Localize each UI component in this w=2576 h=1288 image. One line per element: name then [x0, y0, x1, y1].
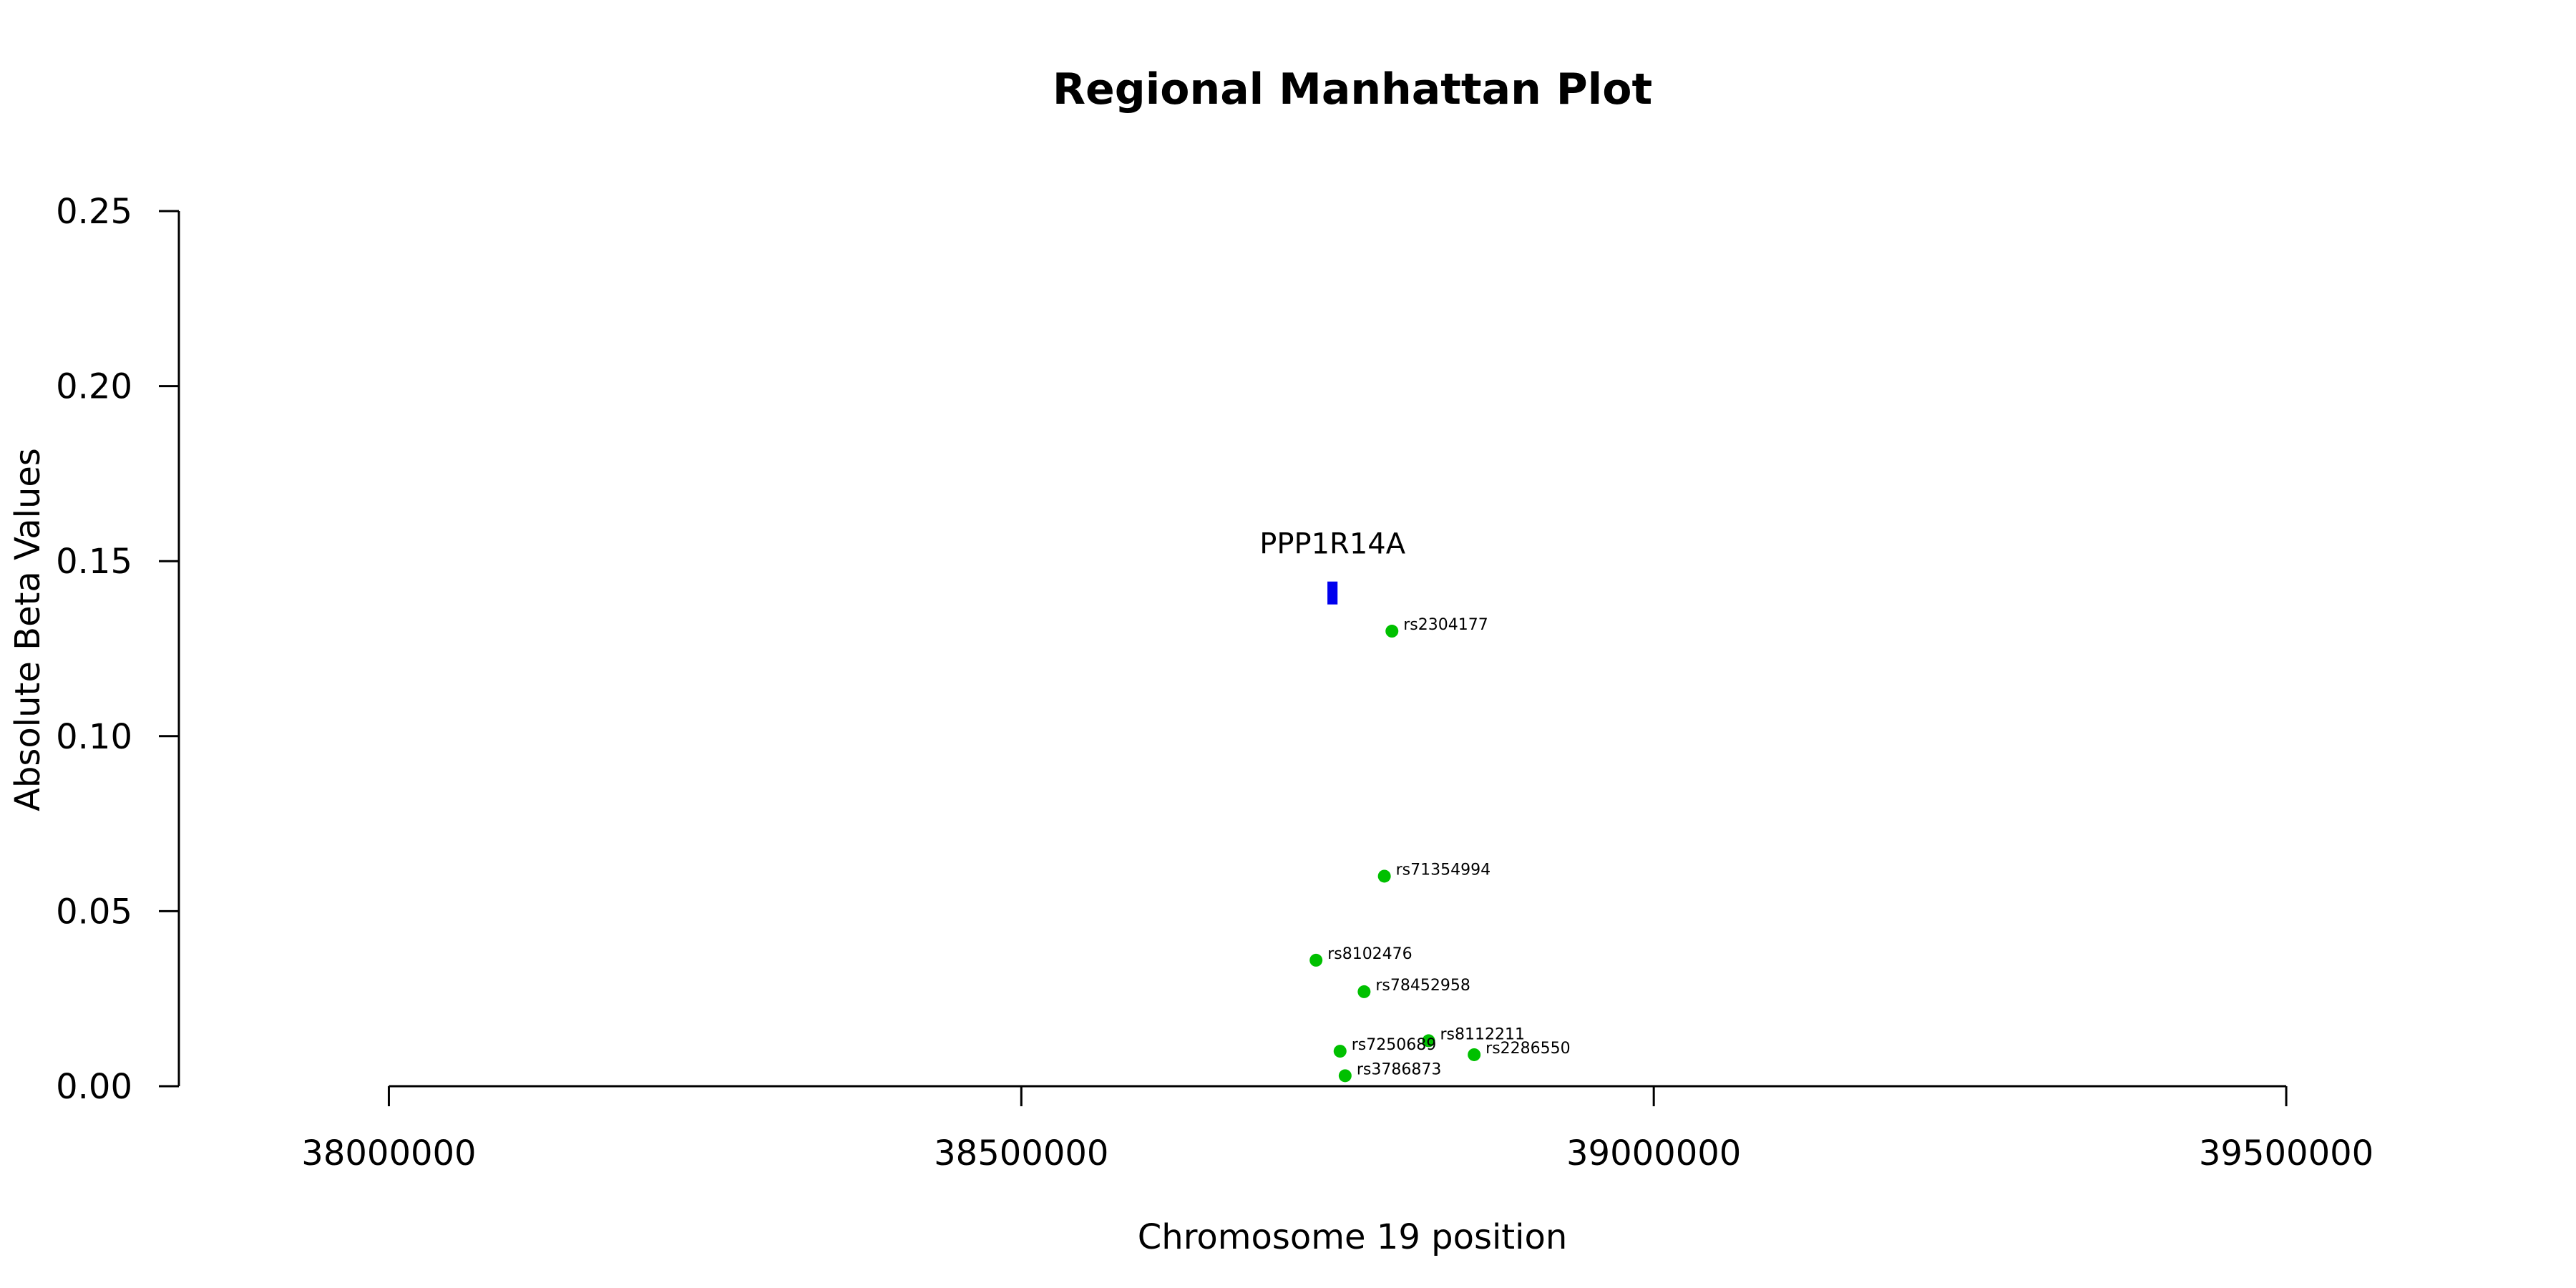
x-tick-label: 39000000 — [1566, 1133, 1741, 1174]
y-tick-label: 0.25 — [56, 192, 132, 232]
y-axis-label: Absolute Beta Values — [8, 448, 48, 811]
y-tick-label: 0.00 — [56, 1067, 132, 1107]
snp-label: rs71354994 — [1396, 861, 1491, 879]
x-tick-label: 38500000 — [934, 1133, 1108, 1174]
y-axis: 0.00 0.05 0.10 0.15 0.20 0.25 — [56, 192, 180, 1107]
snp-label: rs2286550 — [1485, 1040, 1571, 1058]
y-tick-label: 0.20 — [56, 367, 132, 407]
snp-label: rs7250689 — [1352, 1036, 1437, 1054]
x-axis-label: Chromosome 19 position — [1138, 1217, 1568, 1257]
x-tick-label: 39500000 — [2199, 1133, 2373, 1174]
snp-point — [1377, 869, 1391, 883]
snp-point — [1309, 953, 1323, 967]
x-tick-label: 38000000 — [301, 1133, 476, 1174]
snp-label: rs8102476 — [1327, 945, 1413, 963]
y-tick-label: 0.05 — [56, 892, 132, 932]
snp-label: rs3786873 — [1357, 1060, 1442, 1078]
snp-label: rs2304177 — [1403, 616, 1488, 634]
snp-point — [1385, 625, 1399, 638]
snp-point — [1422, 1034, 1435, 1048]
gene-marker — [1327, 581, 1338, 605]
chart-title: Regional Manhattan Plot — [1053, 64, 1652, 114]
y-tick-label: 0.10 — [56, 717, 132, 757]
snp-point — [1468, 1048, 1481, 1061]
snp-label: rs8112211 — [1440, 1025, 1526, 1043]
snp-point — [1338, 1069, 1352, 1083]
gene-label: PPP1R14A — [1259, 528, 1406, 561]
points-layer: rs2304177 rs71354994 rs8102476 rs78452958 rs… — [1309, 616, 1571, 1083]
gene-layer: PPP1R14A — [1259, 528, 1406, 605]
snp-point — [1333, 1045, 1347, 1058]
snp-label: rs78452958 — [1375, 977, 1470, 995]
x-axis: 38000000 38500000 39000000 39500000 — [301, 1085, 2373, 1174]
snp-point — [1357, 985, 1371, 998]
y-tick-label: 0.15 — [56, 542, 132, 582]
